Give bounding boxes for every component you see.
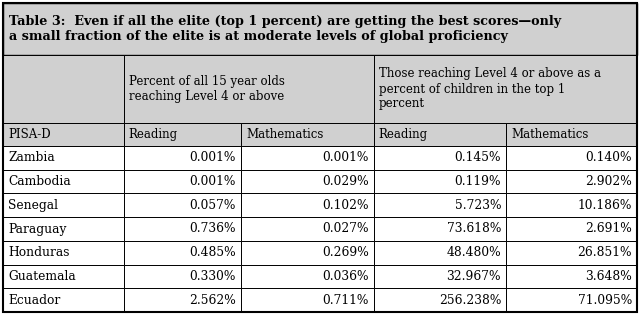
Text: Honduras: Honduras: [8, 246, 70, 259]
Text: 0.036%: 0.036%: [322, 270, 369, 283]
Bar: [374, 146, 506, 170]
Text: 0.057%: 0.057%: [189, 199, 236, 212]
Bar: [3, 265, 124, 288]
Bar: [374, 265, 506, 288]
Bar: [3, 241, 124, 265]
Bar: [241, 288, 374, 312]
Bar: [374, 241, 506, 265]
Text: 0.001%: 0.001%: [322, 151, 369, 164]
Bar: [374, 123, 506, 146]
Text: 2.691%: 2.691%: [585, 222, 632, 236]
Text: Percent of all 15 year olds
reaching Level 4 or above: Percent of all 15 year olds reaching Lev…: [129, 75, 284, 103]
Text: 26.851%: 26.851%: [577, 246, 632, 259]
Bar: [241, 193, 374, 217]
Text: Those reaching Level 4 or above as a
percent of children in the top 1
percent: Those reaching Level 4 or above as a per…: [379, 67, 600, 111]
Text: 0.736%: 0.736%: [189, 222, 236, 236]
Bar: [124, 123, 241, 146]
Text: Mathematics: Mathematics: [246, 128, 323, 141]
Text: 3.648%: 3.648%: [585, 270, 632, 283]
Text: Guatemala: Guatemala: [8, 270, 76, 283]
Text: 2.902%: 2.902%: [585, 175, 632, 188]
Text: 0.027%: 0.027%: [322, 222, 369, 236]
Bar: [506, 288, 637, 312]
Bar: [374, 288, 506, 312]
Bar: [124, 241, 241, 265]
Bar: [506, 146, 637, 170]
Text: 0.102%: 0.102%: [322, 199, 369, 212]
Text: 0.119%: 0.119%: [454, 175, 501, 188]
Bar: [241, 265, 374, 288]
Bar: [124, 193, 241, 217]
Text: 256.238%: 256.238%: [438, 294, 501, 306]
Bar: [374, 193, 506, 217]
Bar: [3, 288, 124, 312]
Text: 0.029%: 0.029%: [322, 175, 369, 188]
Text: Ecuador: Ecuador: [8, 294, 60, 306]
Text: 5.723%: 5.723%: [454, 199, 501, 212]
Text: 0.269%: 0.269%: [322, 246, 369, 259]
Text: 73.618%: 73.618%: [447, 222, 501, 236]
Bar: [374, 217, 506, 241]
Bar: [3, 55, 124, 123]
Bar: [374, 55, 637, 123]
Text: Cambodia: Cambodia: [8, 175, 71, 188]
Bar: [124, 288, 241, 312]
Bar: [241, 170, 374, 193]
Text: 0.145%: 0.145%: [454, 151, 501, 164]
Bar: [374, 170, 506, 193]
Bar: [506, 265, 637, 288]
Text: Paraguay: Paraguay: [8, 222, 67, 236]
Text: 48.480%: 48.480%: [447, 246, 501, 259]
Text: Mathematics: Mathematics: [511, 128, 588, 141]
Text: 0.001%: 0.001%: [189, 175, 236, 188]
Bar: [506, 217, 637, 241]
Text: Reading: Reading: [379, 128, 428, 141]
Bar: [241, 241, 374, 265]
Bar: [241, 217, 374, 241]
Bar: [241, 123, 374, 146]
Bar: [3, 170, 124, 193]
Bar: [3, 123, 124, 146]
Bar: [3, 193, 124, 217]
Bar: [241, 146, 374, 170]
Text: 0.140%: 0.140%: [586, 151, 632, 164]
Bar: [3, 146, 124, 170]
Text: PISA-D: PISA-D: [8, 128, 51, 141]
Text: 32.967%: 32.967%: [447, 270, 501, 283]
Bar: [124, 146, 241, 170]
Text: Senegal: Senegal: [8, 199, 58, 212]
Bar: [506, 123, 637, 146]
Bar: [506, 241, 637, 265]
Bar: [124, 217, 241, 241]
Text: 10.186%: 10.186%: [578, 199, 632, 212]
Text: Reading: Reading: [129, 128, 178, 141]
Text: 0.485%: 0.485%: [189, 246, 236, 259]
Bar: [3, 217, 124, 241]
Text: Zambia: Zambia: [8, 151, 55, 164]
Bar: [124, 55, 374, 123]
Bar: [506, 193, 637, 217]
Text: 71.095%: 71.095%: [578, 294, 632, 306]
Bar: [124, 265, 241, 288]
Text: 0.711%: 0.711%: [322, 294, 369, 306]
Bar: [506, 170, 637, 193]
Text: 2.562%: 2.562%: [189, 294, 236, 306]
Bar: [3, 3, 637, 55]
Text: 0.001%: 0.001%: [189, 151, 236, 164]
Bar: [124, 170, 241, 193]
Text: Table 3:  Even if all the elite (top 1 percent) are getting the best scores—only: Table 3: Even if all the elite (top 1 pe…: [9, 15, 561, 43]
Text: 0.330%: 0.330%: [189, 270, 236, 283]
